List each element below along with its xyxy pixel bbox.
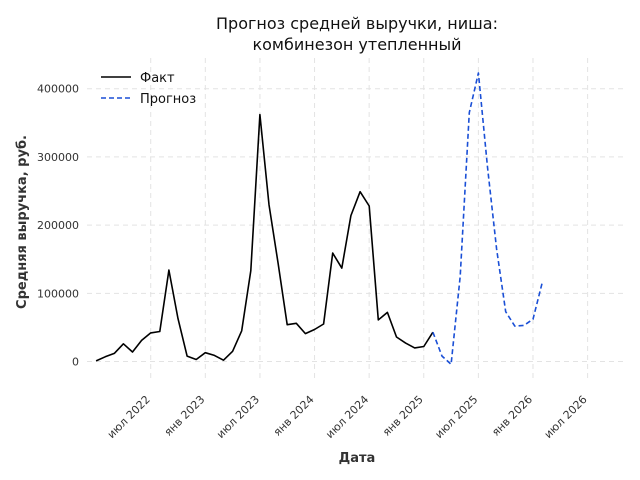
x-axis: июл 2022 янв 2023 июл 2023 янв 2024 июл 2024… bbox=[105, 393, 590, 441]
series-line-forecast bbox=[432, 72, 543, 366]
x-tick-label: янв 2026 bbox=[489, 393, 535, 439]
x-axis-label: Дата bbox=[339, 451, 376, 466]
chart-title-line-2: комбинезон утепленный bbox=[252, 35, 461, 54]
legend-fact-label: Факт bbox=[140, 71, 175, 86]
x-tick-label: янв 2025 bbox=[380, 393, 426, 439]
series-line-fact bbox=[95, 113, 434, 362]
x-tick-label: июл 2024 bbox=[323, 393, 371, 441]
x-tick-label: июл 2026 bbox=[542, 393, 590, 441]
x-tick-label: июл 2023 bbox=[214, 393, 262, 441]
x-tick-label: янв 2024 bbox=[271, 393, 317, 439]
y-tick-label: 200000 bbox=[37, 219, 79, 232]
y-tick-label: 300000 bbox=[37, 151, 79, 164]
x-tick-label: июл 2025 bbox=[432, 393, 480, 441]
y-tick-label: 0 bbox=[72, 356, 79, 369]
grid bbox=[87, 58, 624, 382]
chart-title-line-1: Прогноз средней выручки, ниша: bbox=[216, 14, 498, 33]
x-tick-label: янв 2023 bbox=[162, 393, 208, 439]
legend-forecast-label: Прогноз bbox=[140, 92, 196, 107]
y-tick-label: 400000 bbox=[37, 83, 79, 96]
y-tick-label: 100000 bbox=[37, 287, 79, 300]
legend: Факт Прогноз bbox=[101, 71, 196, 107]
y-axis-label: Средняя выручка, руб. bbox=[15, 135, 30, 309]
series-layer bbox=[95, 72, 543, 366]
y-axis: 0 100000 200000 300000 400000 bbox=[37, 83, 79, 369]
x-tick-label: июл 2022 bbox=[105, 393, 153, 441]
